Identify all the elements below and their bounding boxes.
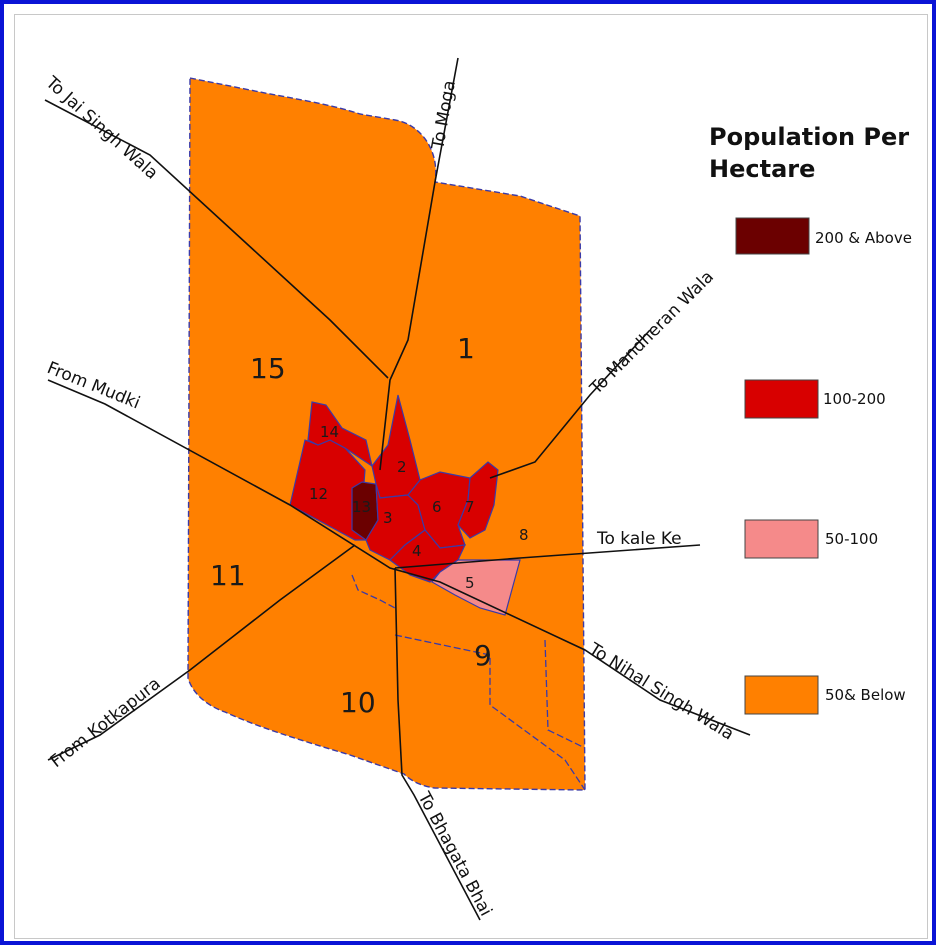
ward-labels: 1 2 3 4 5 6 7 8 9 10 11 12 13 14 15 (210, 332, 529, 719)
legend-swatch-200-above (735, 217, 810, 255)
legend-label-100-200: 100-200 (823, 390, 886, 408)
ward-label-11: 11 (210, 559, 246, 592)
road-label-nihal-singh-wala: To Nihal Singh Wala (585, 639, 738, 745)
road-label-moga: To Moga (428, 79, 460, 152)
ward-14 (307, 401, 373, 468)
road-to-kale-ke (394, 544, 701, 569)
map-inner-border (14, 14, 928, 939)
road-label-jai-singh-wala: To Jai Singh Wala (41, 72, 162, 183)
road-network (44, 57, 751, 921)
legend-label-50-100: 50-100 (825, 530, 878, 548)
ward-12 (289, 439, 367, 541)
legend-swatch-100-200 (744, 379, 819, 419)
ward-label-15: 15 (250, 352, 286, 385)
ward-label-4: 4 (412, 542, 422, 560)
ward-4 (389, 529, 467, 583)
ward-label-13: 13 (352, 498, 371, 516)
road-label-bhagata-bhai: To Bhagata Bhai (413, 788, 496, 920)
road-to-moga (379, 57, 459, 471)
ward-boundaries (351, 574, 586, 791)
legend: Population Per Hectare 200 & Above 100-2… (709, 123, 912, 715)
road-label-mudki: From Mudki (44, 358, 143, 413)
ward-label-10: 10 (340, 686, 376, 719)
road-label-mandheran-wala: To Mandheran Wala (586, 267, 718, 399)
legend-swatch-50-100 (744, 519, 819, 559)
legend-title-line1: Population Per (709, 123, 909, 151)
ward-label-14: 14 (320, 423, 339, 441)
ward-5 (431, 559, 521, 616)
ward-label-12: 12 (309, 485, 328, 503)
legend-label-50-below: 50& Below (825, 686, 906, 704)
road-label-kotkapura: From Kotkapura (47, 674, 165, 772)
legend-title-line2: Hectare (709, 155, 815, 183)
ward-label-5: 5 (465, 574, 475, 592)
road-to-mandheran-wala (489, 329, 651, 479)
road-to-jai-singh-wala (44, 99, 389, 379)
legend-label-200-above: 200 & Above (815, 229, 912, 247)
town-boundary (187, 77, 586, 791)
ward-label-2: 2 (397, 458, 407, 476)
ward-label-8: 8 (519, 526, 529, 544)
ward-label-9: 9 (474, 639, 492, 672)
ward-label-6: 6 (432, 498, 442, 516)
road-from-mudki (47, 379, 751, 736)
legend-swatch-50-below (744, 675, 819, 715)
road-to-bhagata-bhai (394, 567, 481, 921)
ward-label-3: 3 (383, 509, 393, 527)
road-label-kale-ke: To kale Ke (596, 529, 682, 549)
ward-label-1: 1 (457, 332, 475, 365)
ward-7 (457, 461, 499, 539)
road-from-kotkapura (47, 544, 356, 761)
ward-label-7: 7 (465, 498, 475, 516)
